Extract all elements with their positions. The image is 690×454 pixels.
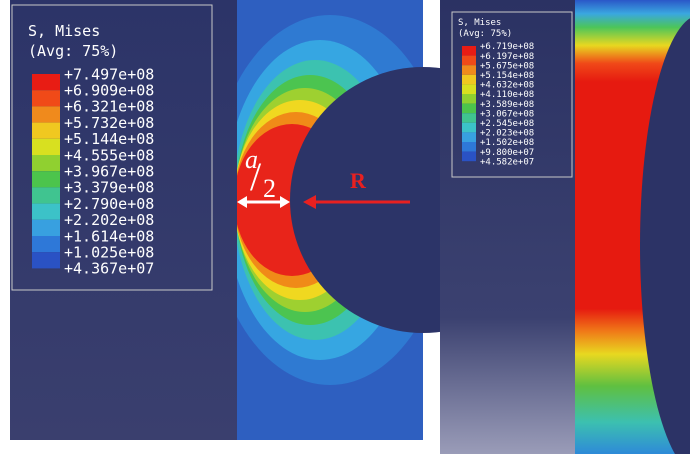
- legend-label: +3.067e+08: [480, 109, 534, 119]
- legend-swatch: [32, 90, 60, 106]
- legend-title: S, Mises: [458, 18, 501, 28]
- legend-label: +5.675e+08: [480, 61, 534, 71]
- legend-label: +9.800e+07: [480, 148, 534, 158]
- legend-label: +6.719e+08: [480, 42, 534, 52]
- legend-swatch: [32, 155, 60, 171]
- legend-swatch: [32, 74, 60, 90]
- legend-label: +4.582e+07: [480, 157, 534, 167]
- legend-title: S, Mises: [28, 22, 100, 40]
- legend-label: +4.110e+08: [480, 90, 534, 100]
- legend-label: +2.023e+08: [480, 129, 534, 139]
- legend-swatch: [462, 46, 476, 56]
- legend-swatch: [32, 139, 60, 155]
- legend: +7.497e+08+6.909e+08+6.321e+08+5.732e+08…: [32, 65, 154, 277]
- legend-swatch: [32, 171, 60, 187]
- legend-swatch: [462, 152, 476, 162]
- legend-swatch: [32, 252, 60, 268]
- right-panel: S, Mises (Avg: 75%) +6.719e+08+6.197e+08…: [440, 0, 690, 454]
- label-2: 2: [263, 174, 276, 203]
- legend-swatch: [462, 75, 476, 85]
- legend-swatch: [32, 204, 60, 220]
- label-R: R: [350, 168, 367, 193]
- legend-swatch: [462, 84, 476, 94]
- legend-label: +1.502e+08: [480, 138, 534, 148]
- legend-swatch: [462, 142, 476, 152]
- legend-label: +5.154e+08: [480, 71, 534, 81]
- legend-label: +3.589e+08: [480, 100, 534, 110]
- legend-label: +6.197e+08: [480, 52, 534, 62]
- figure: S, Mises (Avg: 75%) +7.497e+08+6.909e+08…: [0, 0, 690, 454]
- legend-subtitle: (Avg: 75%): [28, 42, 118, 60]
- legend-swatch: [462, 113, 476, 123]
- legend-swatch: [32, 236, 60, 252]
- legend-swatch: [462, 56, 476, 66]
- legend: +6.719e+08+6.197e+08+5.675e+08+5.154e+08…: [462, 42, 534, 167]
- legend-swatch: [462, 65, 476, 75]
- label-slash: /: [250, 154, 262, 199]
- legend-swatch: [32, 106, 60, 122]
- legend-swatch: [462, 104, 476, 114]
- legend-subtitle: (Avg: 75%): [458, 29, 512, 39]
- legend-swatch: [32, 220, 60, 236]
- legend-label: +4.367e+07: [64, 260, 154, 278]
- legend-swatch: [462, 132, 476, 142]
- legend-swatch: [462, 123, 476, 133]
- legend-swatch: [462, 94, 476, 104]
- legend-label: +2.545e+08: [480, 119, 534, 129]
- legend-swatch: [32, 123, 60, 139]
- legend-label: +4.632e+08: [480, 81, 534, 91]
- legend-swatch: [32, 187, 60, 203]
